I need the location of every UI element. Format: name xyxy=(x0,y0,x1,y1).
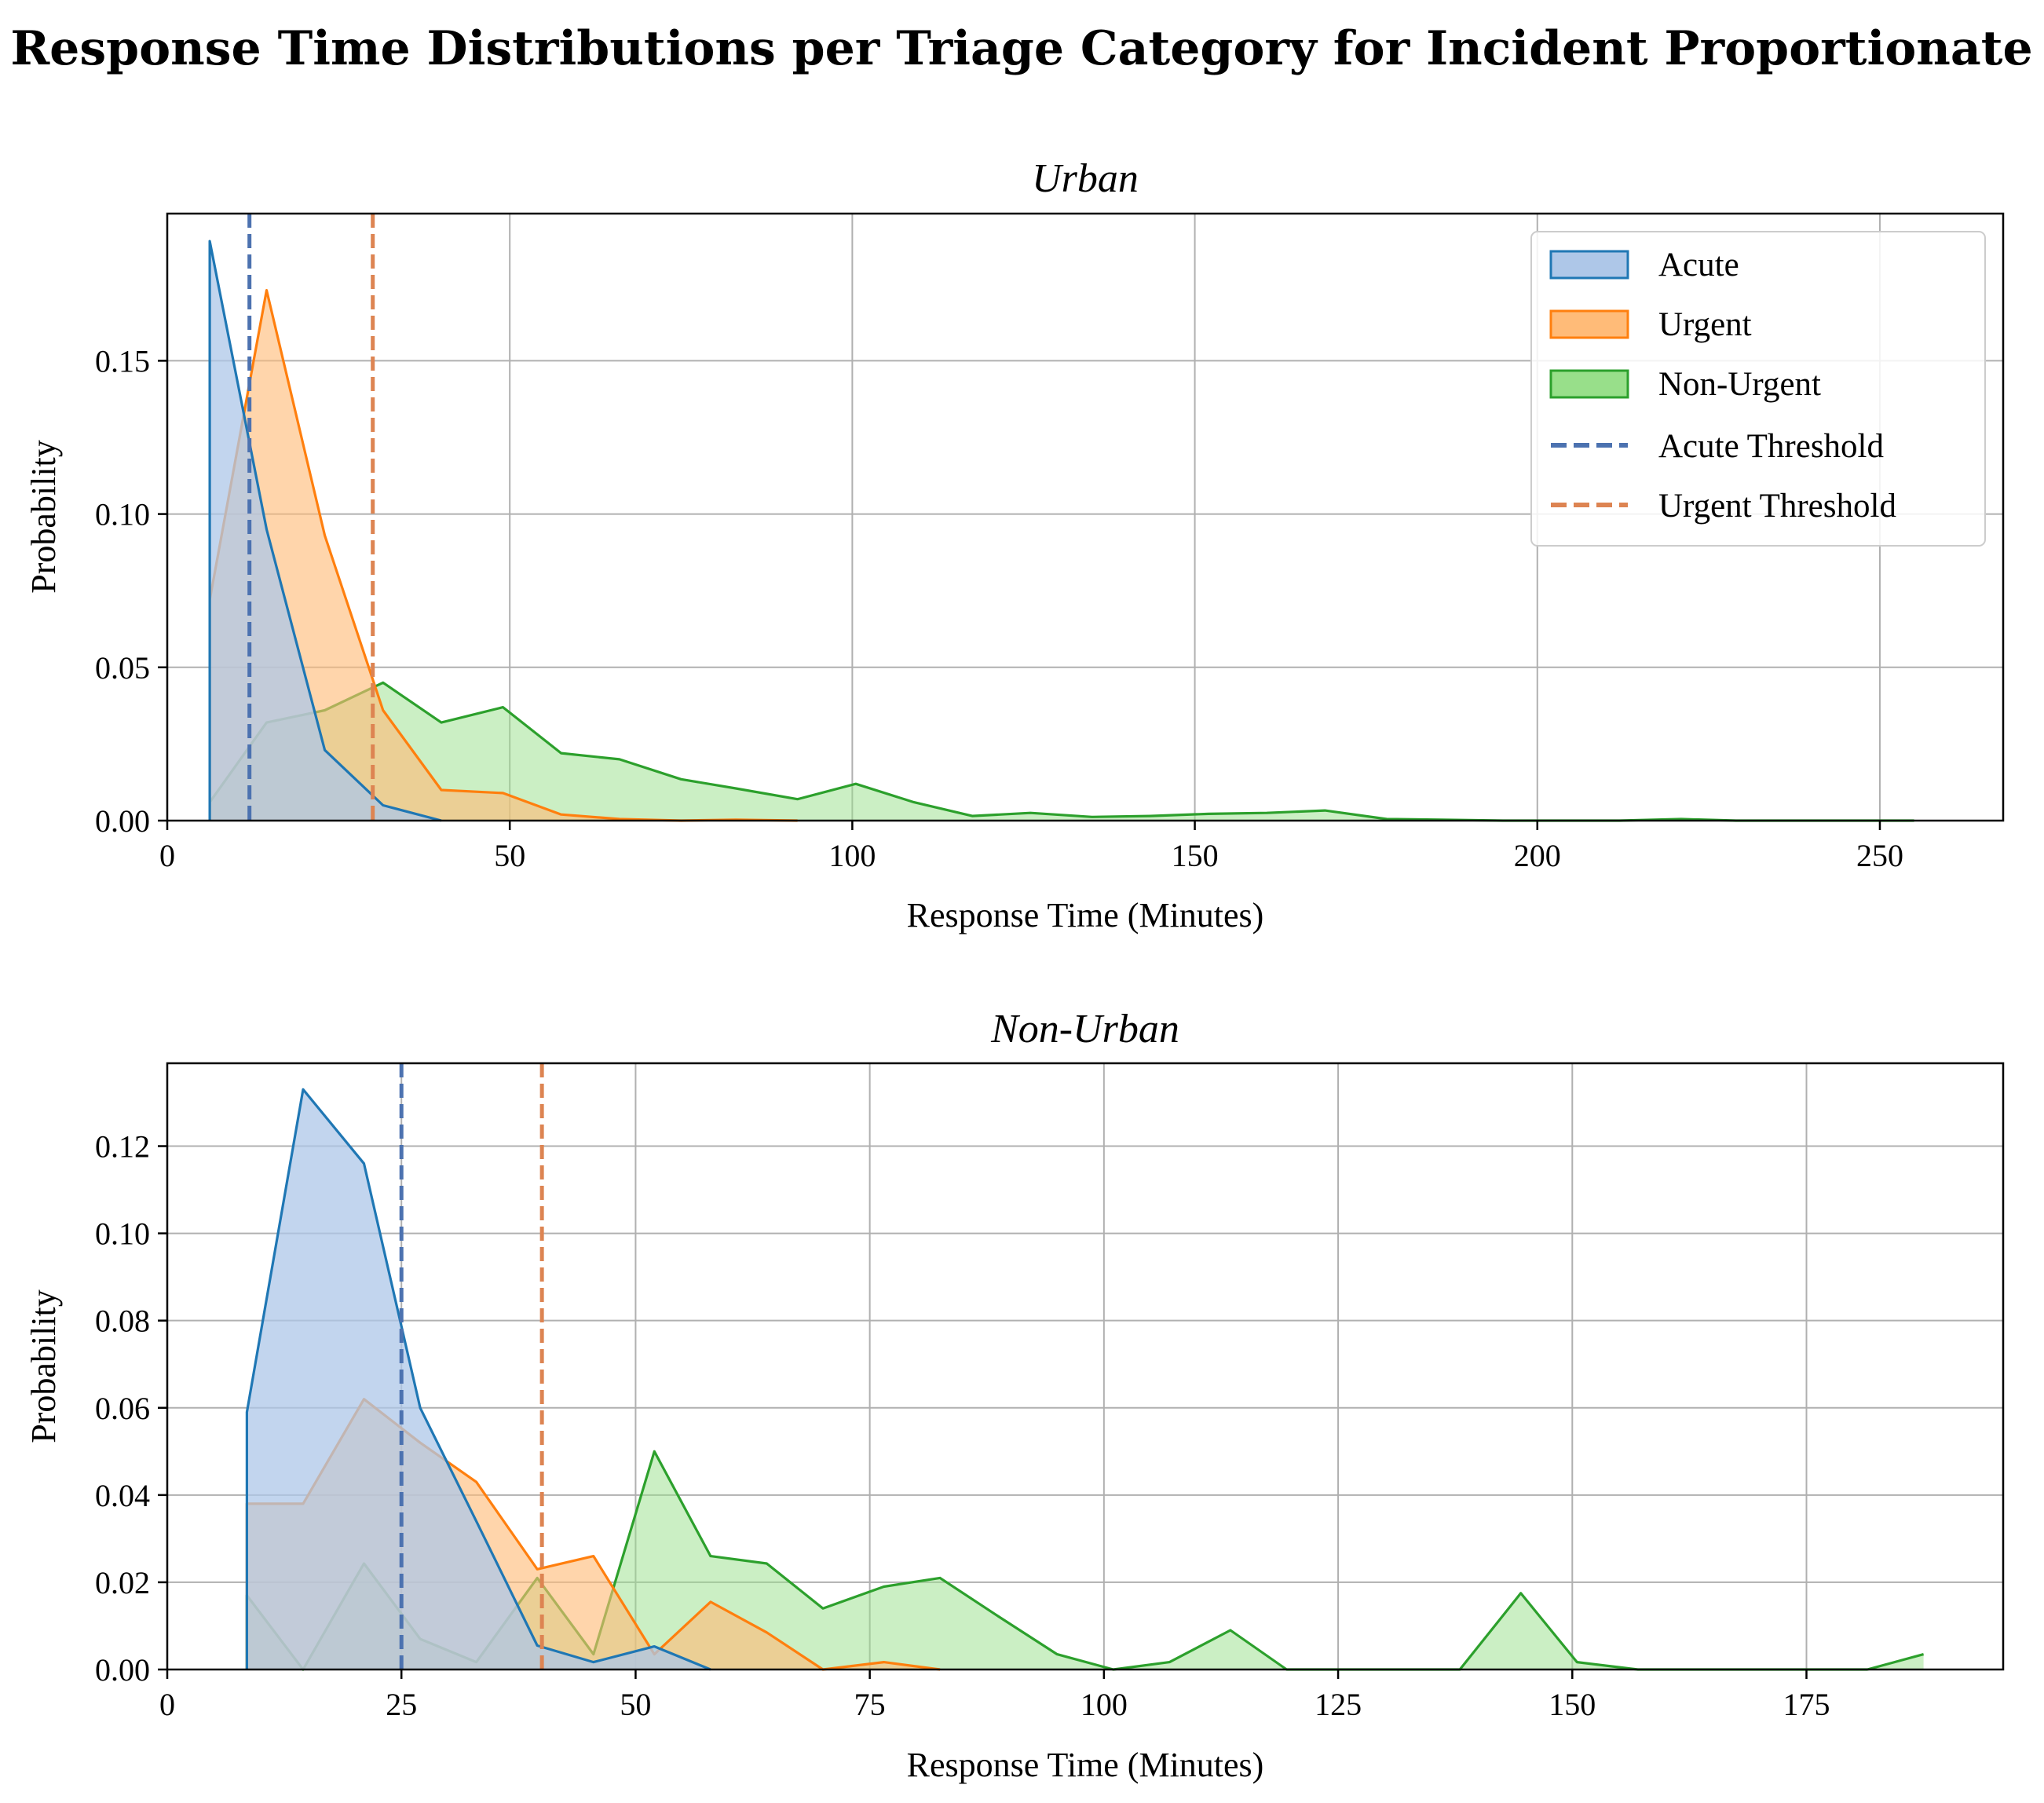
urban-panel: Urban 0 50 100 150 200 250 0.00 0.05 0.10 0.15 R… xyxy=(24,156,2005,934)
non-urban-x-tick-label: 175 xyxy=(1783,1687,1830,1722)
urban-urgent-area xyxy=(210,290,798,821)
legend-label-urgent-threshold: Urgent Threshold xyxy=(1658,488,1896,525)
non-urban-panel: Non-Urban 0 25 50 75 100 125 150 175 0.000.020.… xyxy=(24,1007,2005,1784)
legend-label-urgent: Urgent xyxy=(1658,306,1752,343)
urban-x-ticks: 0 50 100 150 200 250 xyxy=(159,821,1903,873)
non-urban-x-axis-label: Response Time (Minutes) xyxy=(907,1746,1264,1784)
urban-non-urgent-area xyxy=(210,682,1914,821)
urban-axes-frame xyxy=(166,212,2005,822)
non-urban-x-ticks: 0 25 50 75 100 125 150 175 xyxy=(159,1670,1830,1722)
urban-y-tick-label: 0.10 xyxy=(95,497,150,532)
figure-title: Response Time Distributions per Triage C… xyxy=(10,21,2032,76)
non-urban-y-tick-label: 0.06 xyxy=(95,1391,150,1426)
non-urban-y-tick-label: 0.10 xyxy=(95,1216,150,1252)
non-urban-acute-area xyxy=(247,1089,711,1670)
urban-x-tick-label: 50 xyxy=(494,838,525,873)
legend-entry-urgent-threshold: Urgent Threshold xyxy=(1551,488,1896,525)
urban-acute-area xyxy=(210,241,441,821)
urban-y-ticks: 0.00 0.05 0.10 0.15 xyxy=(95,343,167,839)
non-urban-y-tick-label: 0.12 xyxy=(95,1129,150,1165)
non-urban-x-tick-label: 75 xyxy=(854,1687,886,1722)
urban-y-tick-label: 0.00 xyxy=(95,803,150,839)
urban-x-axis-label: Response Time (Minutes) xyxy=(907,896,1264,934)
non-urban-y-ticks: 0.00 0.02 0.04 0.06 0.08 0.10 0.12 xyxy=(95,1129,167,1688)
legend-entry-urgent: Urgent xyxy=(1549,306,1752,343)
urban-acute-line xyxy=(208,240,442,822)
legend-swatch-non-urgent xyxy=(1549,369,1629,399)
urban-x-tick-label: 250 xyxy=(1856,838,1903,873)
urban-x-tick-label: 150 xyxy=(1172,838,1219,873)
legend-entry-non-urgent: Non-Urgent xyxy=(1549,366,1821,403)
urban-y-axis-label: Probability xyxy=(24,440,63,594)
legend: Acute Urgent Non-Urgent Acute Threshold … xyxy=(1530,231,1986,547)
non-urban-x-tick-label: 0 xyxy=(159,1687,175,1722)
non-urban-y-tick-label: 0.08 xyxy=(95,1304,150,1339)
non-urban-x-tick-label: 25 xyxy=(386,1687,417,1722)
non-urban-x-tick-label: 150 xyxy=(1549,1687,1596,1722)
urban-y-tick-label: 0.05 xyxy=(95,650,150,686)
legend-label-acute-threshold: Acute Threshold xyxy=(1658,428,1884,465)
urban-x-tick-label: 100 xyxy=(828,838,876,873)
legend-swatch-urgent xyxy=(1549,309,1629,339)
legend-swatch-acute xyxy=(1549,250,1629,280)
urban-x-tick-label: 0 xyxy=(159,838,175,873)
non-urban-x-tick-label: 100 xyxy=(1081,1687,1128,1722)
urban-panel-title: Urban xyxy=(1032,156,1139,201)
non-urban-axes-frame xyxy=(166,1062,2005,1671)
non-urban-y-tick-label: 0.04 xyxy=(95,1478,150,1513)
non-urban-acute-line xyxy=(245,1088,711,1671)
urban-x-tick-label: 200 xyxy=(1514,838,1561,873)
legend-entry-acute: Acute xyxy=(1549,247,1739,283)
non-urban-y-tick-label: 0.02 xyxy=(95,1565,150,1600)
non-urban-y-axis-label: Probability xyxy=(24,1289,63,1443)
legend-frame xyxy=(1530,231,1986,547)
legend-label-acute: Acute xyxy=(1658,247,1739,283)
non-urban-x-tick-label: 125 xyxy=(1315,1687,1362,1722)
legend-entry-acute-threshold: Acute Threshold xyxy=(1551,428,1884,465)
non-urban-x-tick-label: 50 xyxy=(620,1687,651,1722)
non-urban-y-tick-label: 0.00 xyxy=(95,1652,150,1688)
non-urban-series xyxy=(245,1088,1925,1671)
non-urban-panel-title: Non-Urban xyxy=(990,1007,1179,1051)
legend-label-non-urgent: Non-Urgent xyxy=(1658,366,1821,403)
urban-y-tick-label: 0.15 xyxy=(95,343,150,379)
